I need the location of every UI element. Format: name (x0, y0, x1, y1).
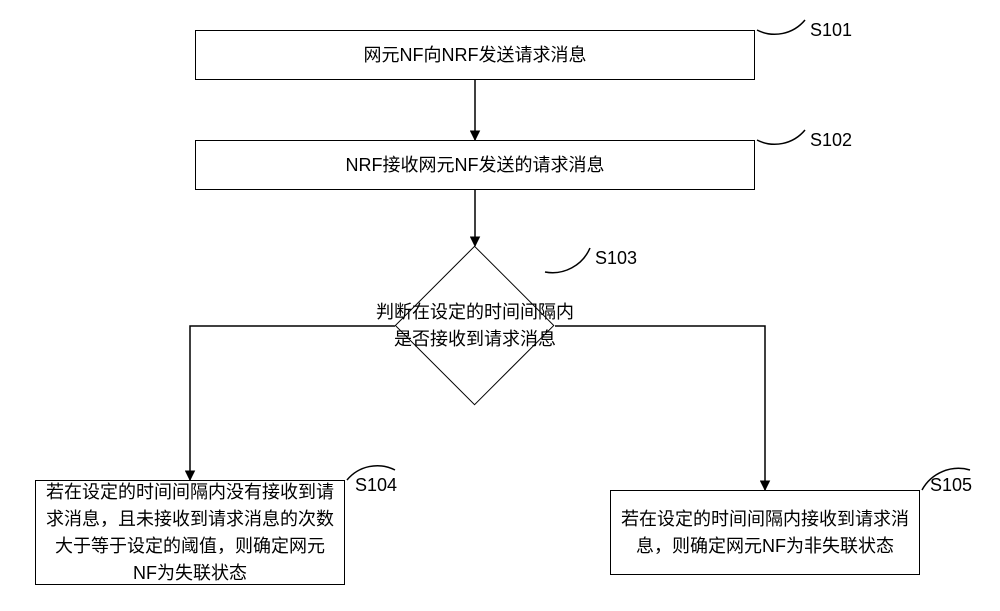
step-s105-label: S105 (930, 475, 972, 496)
step-s102-box: NRF接收网元NF发送的请求消息 (195, 140, 755, 190)
step-s104-box: 若在设定的时间间隔内没有接收到请求消息，且未接收到请求消息的次数大于等于设定的阈… (35, 480, 345, 585)
step-s101-box: 网元NF向NRF发送请求消息 (195, 30, 755, 80)
label-leader-0 (757, 20, 805, 34)
label-leader-1 (757, 130, 805, 144)
step-s103-diamond: 判断在设定的时间间隔内是否接收到请求消息 (395, 246, 555, 406)
step-s101-text: 网元NF向NRF发送请求消息 (364, 42, 587, 69)
step-s102-label: S102 (810, 130, 852, 151)
step-s101-label: S101 (810, 20, 852, 41)
step-s103-text: 判断在设定的时间间隔内是否接收到请求消息 (370, 299, 580, 353)
step-s102-text: NRF接收网元NF发送的请求消息 (346, 152, 605, 179)
step-s105-box: 若在设定的时间间隔内接收到请求消息，则确定网元NF为非失联状态 (610, 490, 920, 575)
step-s103-label: S103 (595, 248, 637, 269)
step-s104-text: 若在设定的时间间隔内没有接收到请求消息，且未接收到请求消息的次数大于等于设定的阈… (46, 479, 334, 587)
step-s104-label: S104 (355, 475, 397, 496)
step-s105-text: 若在设定的时间间隔内接收到请求消息，则确定网元NF为非失联状态 (621, 506, 909, 560)
